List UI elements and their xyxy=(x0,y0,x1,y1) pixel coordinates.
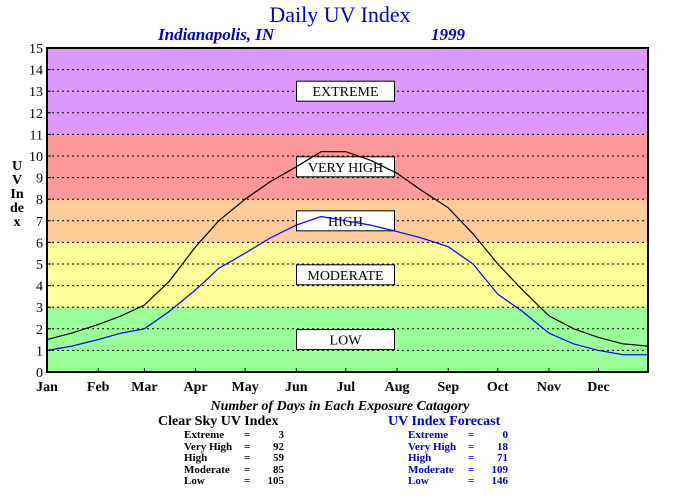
chart-subtitle-year: 1999 xyxy=(431,25,465,44)
forecast-table: Extreme = 0 Very High = 18 High = 71 Moderate =… xyxy=(408,429,509,488)
forecast-line xyxy=(46,215,648,356)
y-tick-label: 7 xyxy=(36,215,43,230)
band-label-box xyxy=(296,80,395,102)
band-label-text: VERY HIGH xyxy=(308,161,383,176)
row-value: 92 xyxy=(273,440,284,453)
row-value: 85 xyxy=(273,463,284,476)
row-label: Low xyxy=(408,475,429,488)
month-label: Jun xyxy=(285,380,308,395)
table-row: Extreme = 3 xyxy=(184,429,285,441)
chart-title: Daily UV Index xyxy=(269,2,411,27)
y-tick-label: 3 xyxy=(36,301,43,316)
y-tick-label: 2 xyxy=(36,323,43,338)
band-label-text: EXTREME xyxy=(312,85,378,100)
row-value: 105 xyxy=(267,475,285,488)
data-series xyxy=(46,151,649,356)
y-tick-label: 15 xyxy=(29,42,43,57)
table-row: High = 59 xyxy=(184,452,284,465)
month-label: Jan xyxy=(36,380,58,395)
month-label: May xyxy=(232,380,259,395)
y-tick-label: 4 xyxy=(36,280,43,295)
y-tick-label: 1 xyxy=(36,344,43,359)
band-label-box xyxy=(296,329,395,351)
clear-sky-table-title: Clear Sky UV Index xyxy=(158,414,279,429)
month-labels: Jan Feb Mar Apr May Jun Jul Aug Sep Oct Nov Dec xyxy=(36,368,610,395)
row-label: High xyxy=(184,452,208,465)
y-tick-label: 12 xyxy=(29,107,43,122)
table-row: Very High = 18 xyxy=(408,440,508,453)
band-labels: LOW MODERATE HIGH VERY HIGH EXTREME xyxy=(296,80,395,351)
band-label-text: HIGH xyxy=(328,215,363,230)
month-label: Aug xyxy=(385,380,410,395)
month-label: Nov xyxy=(537,380,561,395)
row-value: 109 xyxy=(491,463,509,476)
y-tick-label: 6 xyxy=(36,236,43,251)
grid-lines xyxy=(47,47,648,373)
month-label: Feb xyxy=(87,380,110,395)
month-label: Sep xyxy=(437,380,459,395)
row-label: High xyxy=(408,452,432,465)
exposure-bands xyxy=(47,48,648,372)
row-label: Extreme xyxy=(408,429,449,441)
row-label: Moderate xyxy=(408,463,454,476)
y-tick-label: 10 xyxy=(29,150,43,165)
row-value: 59 xyxy=(273,452,284,465)
month-label: Oct xyxy=(487,380,509,395)
y-tick-label: 5 xyxy=(36,258,43,273)
row-value: 71 xyxy=(497,452,508,465)
row-value: 146 xyxy=(491,475,509,488)
row-label: Extreme xyxy=(184,429,225,441)
y-tick-label: 8 xyxy=(36,193,43,208)
days-title: Number of Days in Each Exposure Catagory xyxy=(210,399,470,414)
row-value: 3 xyxy=(278,429,285,441)
clear-sky-table: Extreme = 3 Very High = 92 High = 59 Moderate =… xyxy=(184,429,285,488)
row-label: Low xyxy=(184,475,205,488)
row-label: Very High xyxy=(408,440,457,453)
band-label-box xyxy=(296,264,395,286)
table-row: Extreme = 0 xyxy=(408,429,509,441)
table-row: Low = 146 xyxy=(408,475,509,488)
y-tick-label: 0 xyxy=(36,366,43,381)
y-tick-label: 14 xyxy=(29,64,43,79)
table-row: Very High = 92 xyxy=(184,440,284,453)
month-label: Dec xyxy=(587,380,610,395)
table-row: High = 71 xyxy=(408,452,508,465)
row-value: 0 xyxy=(502,429,509,441)
row-value: 18 xyxy=(497,440,508,453)
forecast-table-title: UV Index Forecast xyxy=(388,414,501,429)
month-label: Apr xyxy=(184,380,208,395)
band-label-text: LOW xyxy=(330,334,363,349)
plot-frame xyxy=(46,47,649,373)
y-axis-label: UV Index xyxy=(10,159,24,230)
y-tick-label: 9 xyxy=(36,172,43,187)
y-tick-label: 13 xyxy=(29,85,43,100)
table-row: Moderate = 109 xyxy=(408,463,509,476)
month-label: Jul xyxy=(337,380,356,395)
row-label: Moderate xyxy=(184,463,230,476)
table-row: Low = 105 xyxy=(184,475,285,488)
row-label: Very High xyxy=(184,440,233,453)
month-label: Mar xyxy=(131,380,157,395)
y-tick-label: 11 xyxy=(30,128,43,143)
band-label-text: MODERATE xyxy=(307,269,383,284)
chart-subtitle-city: Indianapolis, IN xyxy=(158,25,275,44)
clear-sky-line xyxy=(46,151,649,347)
table-row: Moderate = 85 xyxy=(184,463,284,476)
